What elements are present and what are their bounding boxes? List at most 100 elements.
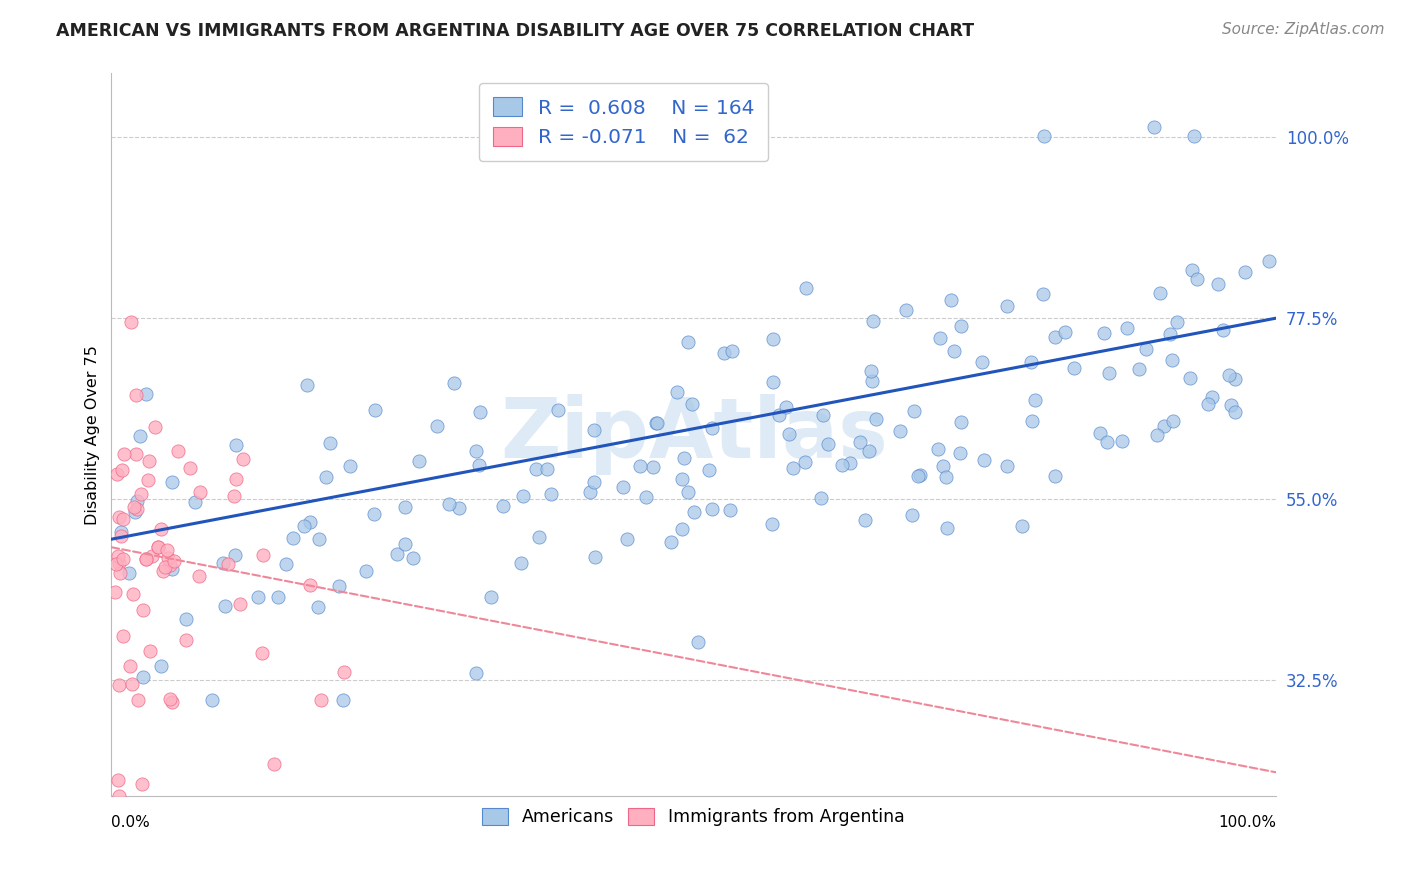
Point bbox=[862, 314, 884, 328]
Point bbox=[1135, 342, 1157, 356]
Point bbox=[299, 577, 322, 591]
Y-axis label: Disability Age Over 75: Disability Age Over 75 bbox=[86, 345, 100, 524]
Point bbox=[111, 512, 134, 526]
Point bbox=[1116, 321, 1139, 335]
Point bbox=[838, 457, 860, 471]
Point bbox=[339, 458, 361, 473]
Point bbox=[156, 543, 179, 558]
Point bbox=[135, 551, 157, 566]
Point bbox=[1024, 393, 1046, 408]
Point bbox=[131, 487, 153, 501]
Point bbox=[702, 502, 724, 516]
Point bbox=[309, 692, 332, 706]
Point bbox=[1258, 254, 1281, 268]
Point bbox=[1153, 418, 1175, 433]
Point bbox=[761, 516, 783, 531]
Point bbox=[299, 515, 322, 529]
Point bbox=[547, 402, 569, 417]
Point bbox=[105, 467, 128, 481]
Point bbox=[973, 452, 995, 467]
Point bbox=[385, 547, 408, 561]
Point bbox=[146, 541, 169, 555]
Point bbox=[616, 532, 638, 546]
Point bbox=[659, 535, 682, 549]
Point bbox=[108, 789, 131, 804]
Point bbox=[853, 512, 876, 526]
Point bbox=[1220, 398, 1243, 412]
Point bbox=[901, 508, 924, 522]
Legend: Americans, Immigrants from Argentina: Americans, Immigrants from Argentina bbox=[474, 799, 914, 835]
Point bbox=[232, 451, 254, 466]
Point bbox=[1088, 426, 1111, 441]
Text: ZipAtlas: ZipAtlas bbox=[499, 394, 887, 475]
Point bbox=[794, 281, 817, 295]
Point bbox=[949, 446, 972, 460]
Point bbox=[1223, 371, 1246, 385]
Point bbox=[775, 400, 797, 414]
Point bbox=[120, 315, 142, 329]
Point bbox=[122, 500, 145, 515]
Point bbox=[228, 598, 250, 612]
Point bbox=[394, 500, 416, 515]
Point bbox=[131, 777, 153, 791]
Point bbox=[1143, 120, 1166, 134]
Point bbox=[402, 550, 425, 565]
Point bbox=[536, 462, 558, 476]
Point bbox=[512, 489, 534, 503]
Point bbox=[858, 444, 880, 458]
Point bbox=[1161, 353, 1184, 368]
Point bbox=[1201, 390, 1223, 404]
Point bbox=[125, 387, 148, 401]
Point bbox=[159, 692, 181, 706]
Point bbox=[108, 557, 131, 571]
Point bbox=[1011, 519, 1033, 533]
Point bbox=[1043, 330, 1066, 344]
Point bbox=[159, 558, 181, 573]
Point bbox=[848, 435, 870, 450]
Point bbox=[162, 562, 184, 576]
Point bbox=[681, 397, 703, 411]
Point bbox=[267, 590, 290, 604]
Point bbox=[131, 670, 153, 684]
Point bbox=[1159, 327, 1181, 342]
Point bbox=[810, 491, 832, 505]
Point bbox=[762, 332, 785, 346]
Point bbox=[125, 494, 148, 508]
Point bbox=[1146, 428, 1168, 442]
Point bbox=[1197, 397, 1219, 411]
Point bbox=[332, 692, 354, 706]
Point bbox=[222, 489, 245, 503]
Point bbox=[636, 490, 658, 504]
Point bbox=[1032, 128, 1054, 143]
Point bbox=[252, 548, 274, 562]
Text: 100.0%: 100.0% bbox=[1218, 814, 1277, 830]
Point bbox=[111, 552, 134, 566]
Point bbox=[150, 659, 173, 673]
Point bbox=[831, 458, 853, 473]
Point bbox=[1019, 355, 1042, 369]
Point bbox=[1233, 265, 1256, 279]
Point bbox=[121, 677, 143, 691]
Point bbox=[141, 549, 163, 563]
Point bbox=[118, 566, 141, 581]
Point bbox=[903, 404, 925, 418]
Point bbox=[143, 419, 166, 434]
Point bbox=[583, 550, 606, 565]
Point bbox=[794, 455, 817, 469]
Point bbox=[673, 450, 696, 465]
Point bbox=[860, 364, 883, 378]
Point bbox=[1092, 326, 1115, 340]
Point bbox=[1180, 371, 1202, 385]
Text: Source: ZipAtlas.com: Source: ZipAtlas.com bbox=[1222, 22, 1385, 37]
Point bbox=[1032, 286, 1054, 301]
Point bbox=[276, 557, 298, 571]
Point bbox=[108, 510, 131, 524]
Point bbox=[212, 556, 235, 570]
Point bbox=[713, 346, 735, 360]
Point bbox=[697, 463, 720, 477]
Point bbox=[702, 421, 724, 435]
Point bbox=[666, 385, 689, 400]
Point bbox=[479, 591, 502, 605]
Point bbox=[356, 564, 378, 578]
Point bbox=[582, 475, 605, 489]
